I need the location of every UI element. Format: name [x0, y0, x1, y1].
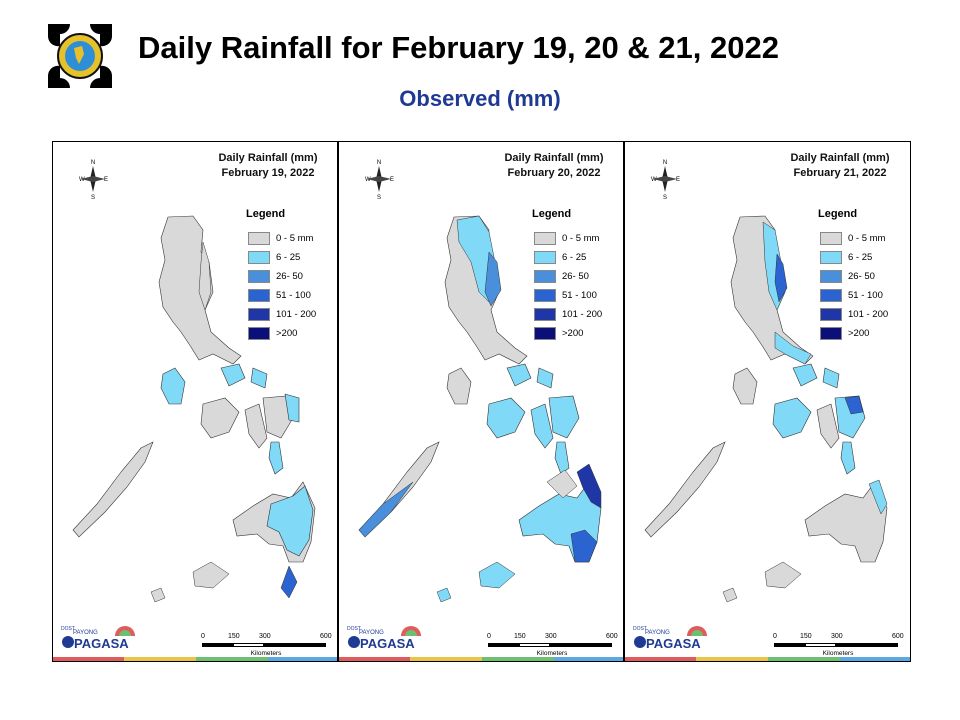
color-strip — [625, 657, 696, 661]
pagasa-seal-logo — [48, 24, 112, 88]
color-strip — [768, 657, 840, 661]
color-strip — [124, 657, 196, 661]
scale-bar: 0 150 300 600 Kilometers — [201, 633, 332, 657]
color-strip — [840, 657, 910, 661]
panel-title-date: February 19, 2022 — [221, 167, 315, 179]
svg-text:PAGASA: PAGASA — [646, 636, 701, 651]
svg-text:N: N — [663, 160, 667, 166]
philippines-rainfall-map — [72, 215, 316, 603]
scale-bar: 0 150 300 600 Kilometers — [773, 633, 904, 657]
panel-title-date: February 20, 2022 — [507, 167, 601, 179]
page-subtitle: Observed (mm) — [399, 86, 561, 111]
color-strip — [339, 657, 410, 661]
svg-text:DOST: DOST — [347, 626, 361, 632]
svg-text:PAYONG: PAYONG — [645, 630, 670, 636]
svg-text:S: S — [663, 195, 667, 200]
color-strip — [196, 657, 268, 661]
svg-text:W: W — [365, 177, 371, 183]
pagasa-brand-logo: DOST PAYONG PAGASA — [61, 626, 135, 651]
svg-text:S: S — [377, 195, 381, 200]
svg-text:W: W — [79, 177, 85, 183]
panel-title-line1: Daily Rainfall (mm) — [504, 152, 604, 164]
svg-text:E: E — [390, 177, 394, 183]
svg-text:S: S — [91, 195, 95, 200]
map-panel-feb21: N S W E Daily Rainfall (mm) February 21,… — [624, 141, 911, 662]
legend-title: Legend — [246, 208, 286, 220]
panel-title: Daily Rainfall (mm) February 20, 2022 — [489, 151, 619, 181]
svg-text:PAGASA: PAGASA — [74, 636, 129, 651]
svg-text:PAYONG: PAYONG — [73, 630, 98, 636]
panel-title: Daily Rainfall (mm) February 19, 2022 — [203, 151, 333, 181]
compass-rose-icon: N S W E — [365, 160, 394, 200]
color-strip — [482, 657, 554, 661]
color-strip — [554, 657, 623, 661]
svg-text:W: W — [651, 177, 657, 183]
svg-text:E: E — [676, 177, 680, 183]
map-panel-feb19: N S W E Daily Rainfall (mm) February 19,… — [52, 141, 338, 662]
panel-title-date: February 21, 2022 — [793, 167, 887, 179]
svg-text:PAYONG: PAYONG — [359, 630, 384, 636]
svg-text:DOST: DOST — [633, 626, 647, 632]
compass-rose-icon: N S W E — [79, 160, 108, 200]
color-strip — [53, 657, 124, 661]
philippines-rainfall-map — [644, 215, 888, 603]
page-title: Daily Rainfall for February 19, 20 & 21,… — [138, 30, 779, 65]
legend-title: Legend — [818, 208, 858, 220]
legend-title: Legend — [532, 208, 572, 220]
color-strip — [696, 657, 768, 661]
svg-text:N: N — [91, 160, 95, 166]
philippines-rainfall-map — [358, 215, 602, 603]
panel-title-line1: Daily Rainfall (mm) — [218, 152, 318, 164]
svg-text:N: N — [377, 160, 381, 166]
svg-text:E: E — [104, 177, 108, 183]
color-strip — [410, 657, 482, 661]
color-strip — [268, 657, 337, 661]
scale-bar: 0 150 300 600 Kilometers — [487, 633, 618, 657]
map-panels: N S W E Daily Rainfall (mm) February 19,… — [52, 141, 911, 662]
map-panel-feb20: N S W E Daily Rainfall (mm) February 20,… — [338, 141, 624, 662]
panel-title: Daily Rainfall (mm) February 21, 2022 — [775, 151, 905, 181]
pagasa-brand-logo: DOST PAYONG PAGASA — [633, 626, 707, 651]
svg-text:DOST: DOST — [61, 626, 75, 632]
pagasa-brand-logo: DOST PAYONG PAGASA — [347, 626, 421, 651]
svg-text:PAGASA: PAGASA — [360, 636, 415, 651]
panel-title-line1: Daily Rainfall (mm) — [790, 152, 890, 164]
compass-rose-icon: N S W E — [651, 160, 680, 200]
